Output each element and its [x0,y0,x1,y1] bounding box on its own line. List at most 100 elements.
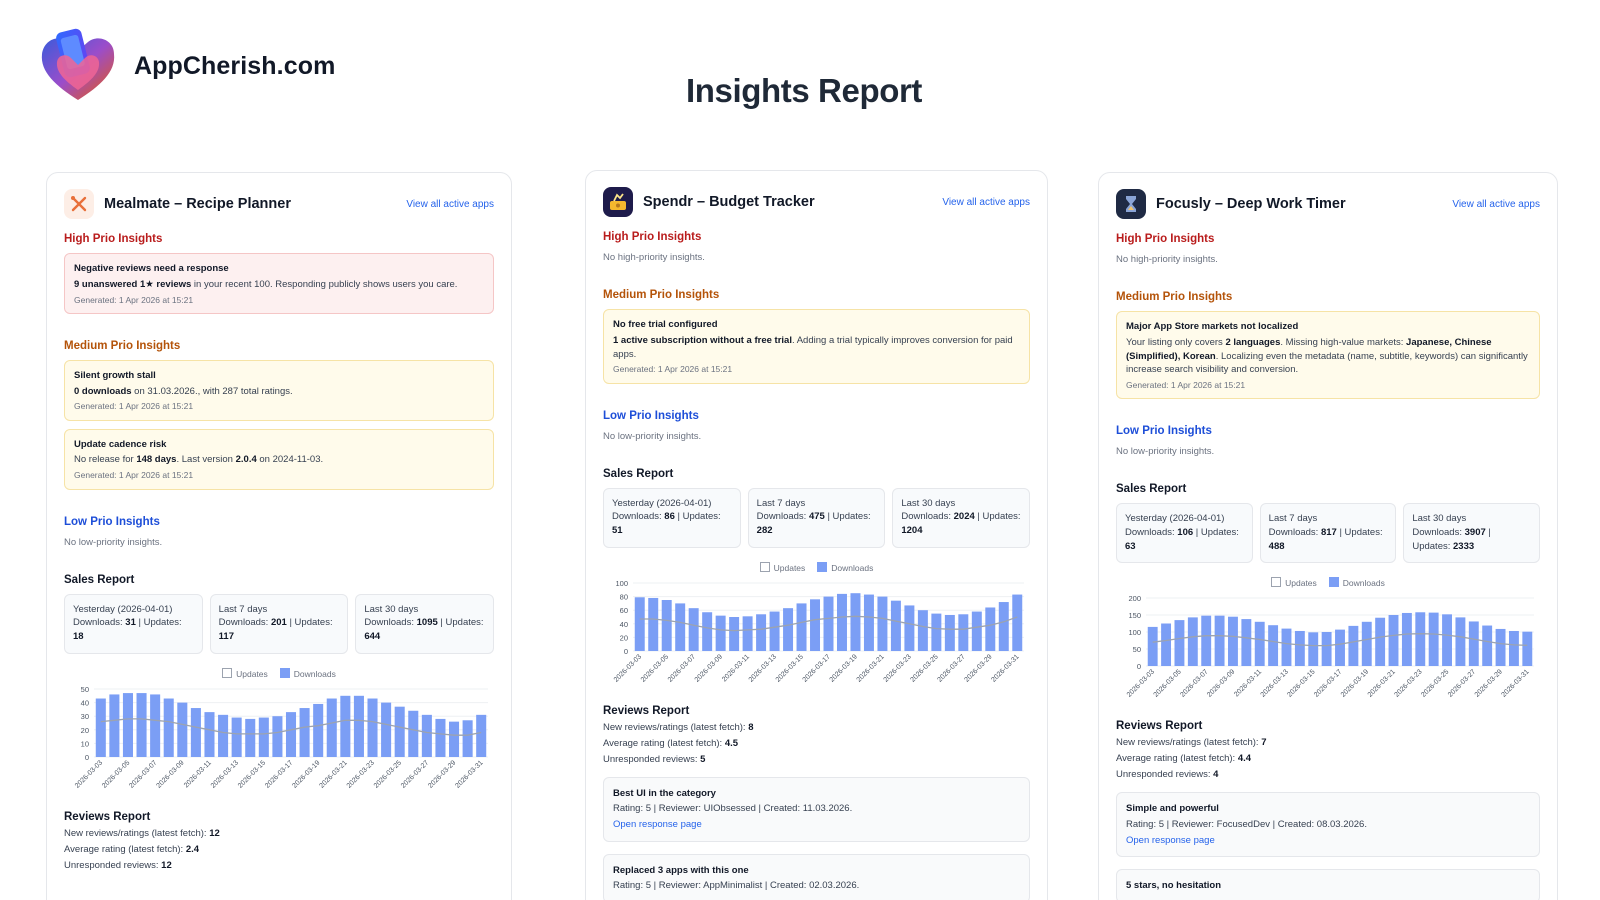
downloads-bar [1442,614,1452,667]
stat-period: Last 7 days [218,603,268,615]
downloads-bar [1522,632,1533,667]
downloads-bar [1321,632,1332,667]
downloads-bar [421,714,432,757]
stat-period: Last 30 days [364,603,419,615]
open-response-page-link[interactable]: Open response page [613,818,702,830]
app-card-mealmate: Mealmate – Recipe Planner View all active… [46,172,512,900]
x-tick-label: 2026-03-25 [373,759,403,789]
stat-period: Yesterday (2026-04-01) [612,497,712,509]
view-all-active-apps-link[interactable]: View all active apps [942,196,1030,208]
medium-prio-title: Medium Prio Insights [1116,291,1233,303]
downloads-bar [313,703,324,757]
x-tick-label: 2026-03-21 [856,653,886,683]
new-reviews-line: New reviews/ratings (latest fetch): 12 [64,827,220,839]
legend-updates[interactable]: Updates [222,667,268,679]
downloads-bar [204,711,215,757]
y-tick-label: 20 [81,725,89,734]
review-title: Replaced 3 apps with this one [613,864,749,876]
medium-insight-0: Silent growth stall 0 downloads on 31.03.… [64,359,494,421]
brand-name: AppCherish.com [134,51,336,80]
updates-line [1152,633,1528,647]
downloads-bar [258,717,269,757]
high-prio-empty: No high-priority insights. [1116,254,1218,265]
chart-legend: Updates Downloads [1116,577,1540,588]
insight-title: No free trial configured [613,319,718,330]
y-tick-label: 40 [81,698,89,707]
downloads-bar [1482,625,1493,667]
insight-title: Silent growth stall [74,369,156,381]
stat-period: Last 30 days [1412,513,1467,525]
downloads-bar [1241,619,1252,667]
review-item: 5 stars, no hesitation [1116,869,1540,900]
downloads-bar [1335,629,1345,667]
downloads-bar [136,692,147,757]
x-tick-label: 2026-03-07 [667,653,697,683]
x-tick-label: 2026-03-31 [454,759,484,789]
downloads-bar [449,721,460,757]
x-tick-label: 2026-03-27 [400,759,430,789]
chart-legend: Updates Downloads [603,561,1030,573]
x-tick-label: 2026-03-03 [74,759,104,789]
downloads-bar [394,706,405,757]
downloads-bar [1147,627,1158,667]
sales-bar-chart: 0204060801002026-03-032026-03-052026-03-… [613,579,1024,683]
view-all-active-apps-link[interactable]: View all active apps [1452,198,1540,210]
medium-prio-title: Medium Prio Insights [603,289,720,301]
review-item: Replaced 3 apps with this one Rating: 5 |… [603,853,1030,900]
legend-downloads[interactable]: Downloads [279,667,336,679]
insight-title: Major App Store markets not localized [1126,321,1299,332]
downloads-bar [729,616,740,651]
brand[interactable]: AppCherish.com [36,28,335,104]
sales-report-title: Sales Report [64,573,135,586]
downloads-bar [958,613,969,651]
downloads-bar [944,614,955,651]
low-prio-title: Low Prio Insights [1116,425,1212,438]
downloads-bar [971,611,982,651]
x-tick-label: 2026-03-09 [155,759,185,789]
downloads-bar [715,615,726,651]
view-all-active-apps-link[interactable]: View all active apps [406,198,494,210]
y-tick-label: 200 [1128,594,1141,603]
legend-updates[interactable]: Updates [759,561,805,573]
sales-stat-box: Last 7 days Downloads: 201 | Updates: 117 [209,593,349,654]
downloads-bar [299,707,310,757]
sales-stats: Yesterday (2026-04-01) Downloads: 86 | Up… [603,487,1031,548]
sales-stat-box: Yesterday (2026-04-01) Downloads: 106 | U… [1116,503,1253,564]
x-tick-label: 2026-03-03 [613,653,643,683]
legend-updates[interactable]: Updates [1271,577,1317,588]
downloads-bar [1294,631,1305,667]
y-tick-label: 10 [81,739,89,748]
open-response-page-link[interactable]: Open response page [1126,834,1215,846]
y-tick-label: 100 [1128,628,1141,637]
unresponded-reviews-line: Unresponded reviews: 4 [1116,769,1219,781]
legend-downloads[interactable]: Downloads [1328,577,1385,588]
reviews-report-title: Reviews Report [1116,720,1203,733]
sales-stat-box: Last 7 days Downloads: 475 | Updates: 282 [747,487,886,548]
low-prio-title: Low Prio Insights [603,409,699,422]
card-header: Focusly – Deep Work Timer View all active… [1116,187,1540,221]
legend-downloads[interactable]: Downloads [817,561,873,573]
downloads-bar [702,611,713,651]
downloads-bar [476,714,487,757]
downloads-bar [326,698,337,757]
chart-legend: Updates Downloads [64,667,494,679]
review-stat-value: 5 [700,753,706,765]
x-tick-label: 2026-03-31 [1500,669,1530,699]
average-rating-line: Average rating (latest fetch): 2.4 [64,843,200,855]
downloads-bar [150,693,161,757]
downloads-bar [435,718,446,757]
stat-values: Downloads: 86 | Updates: 51 [612,511,721,537]
sales-bar-chart: 010203040502026-03-032026-03-052026-03-0… [74,685,488,789]
downloads-bar [742,615,753,651]
card-header: Spendr – Budget Tracker View all active a… [603,185,1030,219]
review-stat-value: 4.5 [724,737,739,749]
x-tick-label: 2026-03-19 [291,759,321,789]
review-item: Simple and powerful Rating: 5 | Reviewer:… [1116,792,1540,858]
downloads-bar [1348,626,1359,667]
stat-period: Yesterday (2026-04-01) [1125,513,1225,525]
sales-stat-box: Yesterday (2026-04-01) Downloads: 31 | Up… [64,593,203,654]
spacer [603,384,1030,398]
x-tick-label: 2026-03-29 [963,653,993,683]
stat-values: Downloads: 475 | Updates: 282 [756,511,871,537]
downloads-bar [95,698,106,757]
